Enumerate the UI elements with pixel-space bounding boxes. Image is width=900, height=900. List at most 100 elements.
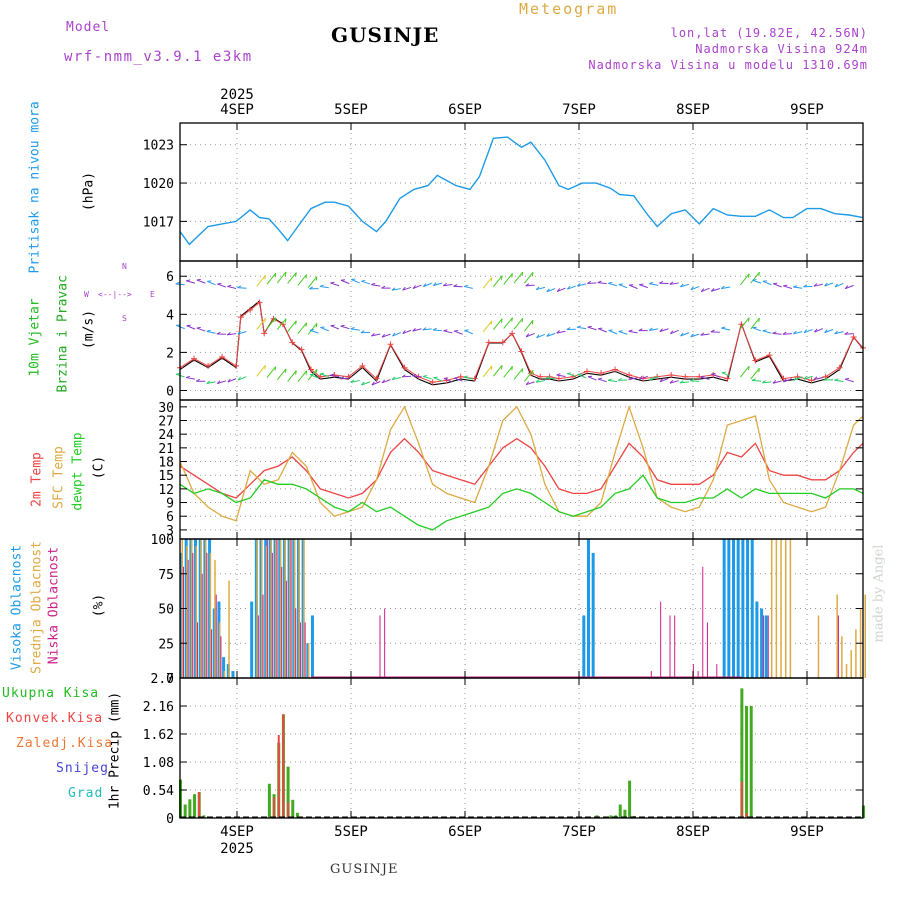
y-tick-label: 0 <box>166 812 174 827</box>
wind-arrow-head <box>454 330 459 332</box>
day-label-top: 7SEP <box>562 102 596 118</box>
wind-arrow-head <box>793 285 798 288</box>
wind-arrow-head <box>628 376 633 380</box>
wind-arrow <box>740 273 750 286</box>
y-tick-label: 21 <box>158 442 174 457</box>
wind-arrow-head <box>803 375 808 380</box>
low-cloud-bar <box>220 636 222 678</box>
mid-cloud-bar <box>298 539 300 678</box>
wind-arrow <box>392 332 402 337</box>
wind-arrow-head <box>638 375 643 380</box>
wind-arrow-head <box>274 366 277 371</box>
wind-arrow <box>297 274 307 286</box>
wind-gust-marker <box>401 364 408 371</box>
model-elevation-text: Nadmorska Visina u modelu 1310.69m <box>588 58 868 72</box>
wind-arrow-head <box>824 282 828 287</box>
wind-arrow <box>266 317 277 329</box>
wind-arrow-head <box>237 376 242 381</box>
wind-arrow <box>391 288 401 291</box>
high-cloud-bar <box>746 539 750 678</box>
wind-gust-marker <box>752 357 759 364</box>
wind-arrow-head <box>576 325 582 328</box>
wind-arrow-head <box>305 322 308 327</box>
low-cloud-bar <box>201 573 203 678</box>
wind-arrow-head <box>422 327 427 331</box>
wind-arrow-head <box>531 370 534 375</box>
wind-arrow-head <box>412 285 416 289</box>
wind-arrow-head <box>782 331 787 335</box>
wind-arrow-head <box>216 380 221 384</box>
wind-arrow-head <box>196 378 201 382</box>
wind-arrow-head <box>669 330 674 335</box>
low-cloud-bar <box>837 615 839 678</box>
high-cloud-bar <box>582 615 586 678</box>
wind-arrow <box>493 275 503 288</box>
wind-arrow-head <box>360 330 365 334</box>
wind-arrow-head <box>639 283 644 286</box>
wind-gust-marker <box>612 366 619 373</box>
wind-arrow-head <box>690 378 695 382</box>
wind-arrow <box>412 328 422 332</box>
wind-arrow <box>443 377 453 383</box>
wind-arrow <box>762 381 772 384</box>
wind-arrow-head <box>227 284 232 287</box>
wind-arrow <box>340 325 350 330</box>
wind-arrow <box>297 370 307 383</box>
wind-arrow <box>330 325 340 330</box>
wind-arrow <box>721 286 731 290</box>
panel-frame <box>179 677 864 819</box>
wind-arrow <box>814 328 823 333</box>
wind-arrow <box>618 330 628 335</box>
station-title: GUSINJE <box>331 23 440 47</box>
wind-arrow <box>412 375 422 378</box>
mid-cloud-bar <box>279 539 282 678</box>
wind-arrow-head <box>443 282 447 287</box>
wind-arrow-head <box>617 377 622 381</box>
day-label-bottom: 9SEP <box>790 824 824 840</box>
wind-arrow <box>752 279 762 284</box>
wind-arrow <box>523 370 534 382</box>
wind-arrow <box>618 284 628 289</box>
wind-arrow <box>772 332 782 335</box>
wind-gust-marker <box>766 352 773 359</box>
day-label-top: 4SEP <box>220 102 254 118</box>
wind-arrow-head <box>319 284 324 287</box>
wind-arrow <box>307 323 318 335</box>
wind-arrow <box>721 372 731 377</box>
wind-arrow-head <box>274 273 277 278</box>
wind-arrow-head <box>264 275 266 280</box>
wind-arrow <box>793 331 803 335</box>
wind-arrow <box>629 284 638 290</box>
wind-arrow-head <box>546 288 550 293</box>
wind-arrow <box>350 379 360 384</box>
y-tick-label: 1023 <box>143 139 174 154</box>
compass-west: W <box>84 290 89 299</box>
wind-arrow <box>546 288 556 293</box>
high-cloud-bar <box>222 657 226 678</box>
wind-arrow <box>320 326 329 332</box>
wind-arrow <box>690 380 700 382</box>
y-tick-label: 0.54 <box>143 784 174 799</box>
y-tick-label: 1020 <box>143 177 174 192</box>
wind-arrow <box>556 330 566 334</box>
wind-arrow <box>783 285 793 289</box>
wind-arrow <box>649 328 659 332</box>
wind-arrow <box>276 271 287 284</box>
wind-arrow <box>453 330 463 335</box>
y-tick-label: 2.7 <box>151 672 174 687</box>
wind-arrow-head <box>371 282 376 286</box>
wind-arrow-head <box>752 326 757 329</box>
wind-arrow-head <box>659 328 663 332</box>
low-cloud-bar <box>206 552 208 678</box>
wind-arrow <box>513 368 524 380</box>
wind-arrow <box>186 325 196 330</box>
wind-arrow <box>381 379 391 384</box>
mid-cloud-bar <box>775 539 778 678</box>
wind-arrow-head <box>310 373 315 376</box>
wind-arrow-head <box>772 331 777 334</box>
y-tick-label: 30 <box>158 401 174 416</box>
wind-arrow <box>227 378 237 383</box>
low-cloud-bar <box>299 622 301 678</box>
wind-gust-marker <box>836 364 843 371</box>
wind-arrow-head <box>793 376 797 381</box>
